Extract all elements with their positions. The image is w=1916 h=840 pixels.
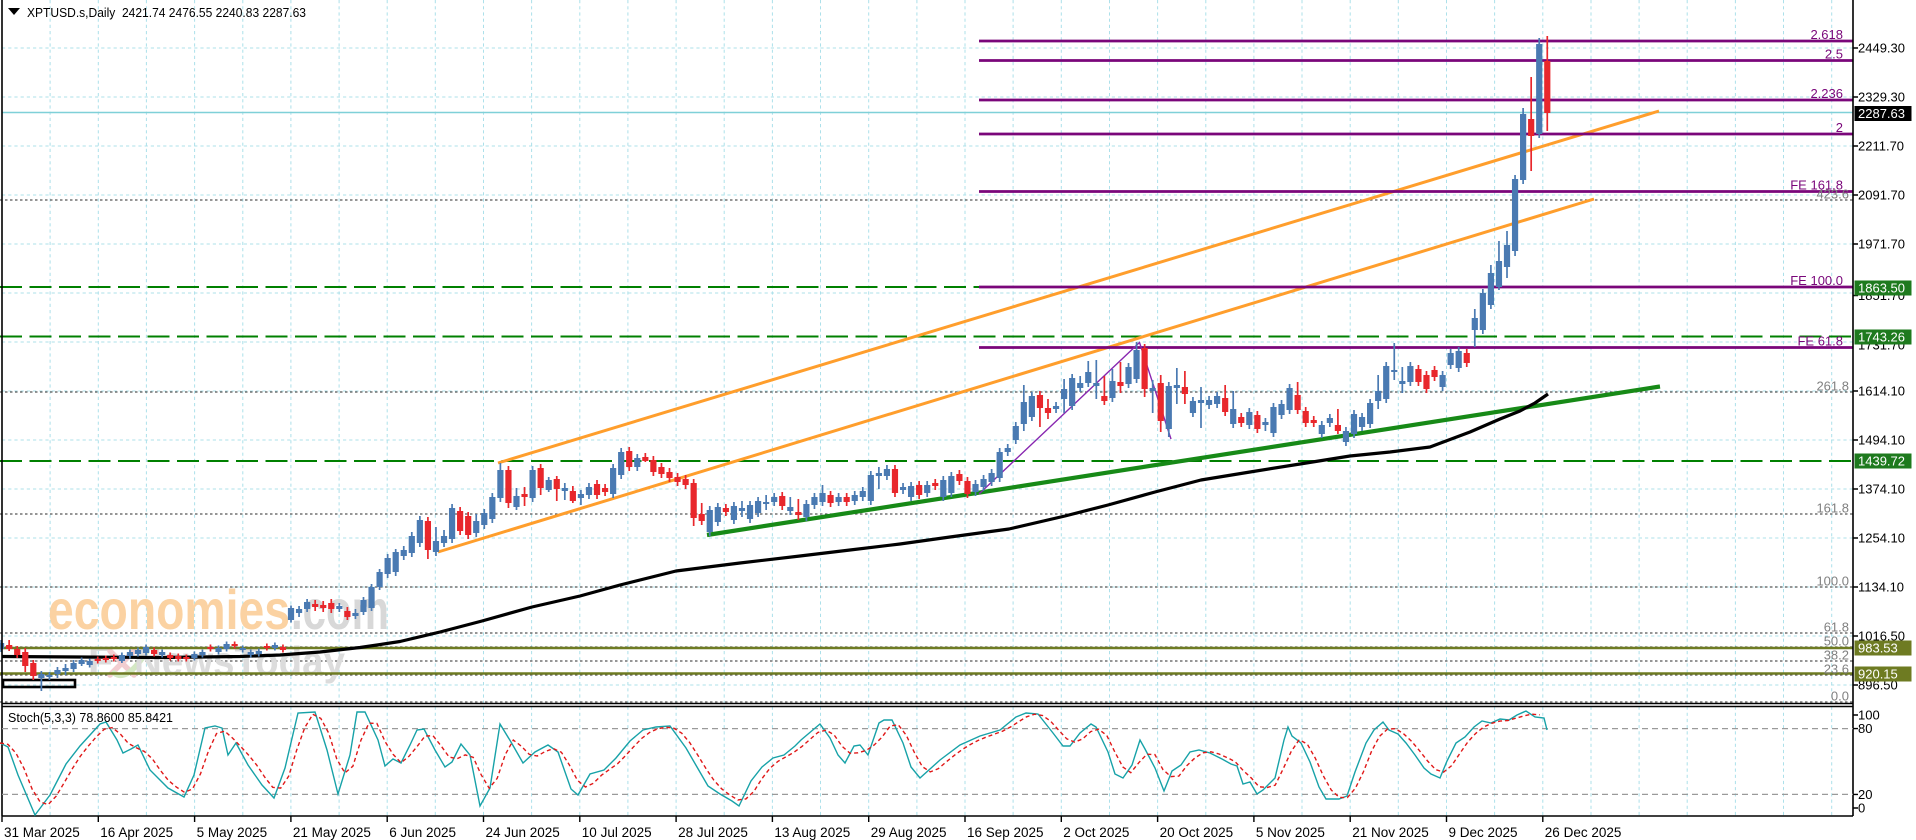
svg-text:23.6: 23.6 (1824, 662, 1849, 677)
svg-text:1016.50: 1016.50 (1858, 629, 1905, 644)
svg-text:28 Jul 2025: 28 Jul 2025 (678, 825, 748, 840)
svg-text:NewsToday: NewsToday (134, 638, 345, 684)
svg-text:20 Oct 2025: 20 Oct 2025 (1160, 825, 1234, 840)
svg-text:2.618: 2.618 (1810, 27, 1843, 42)
svg-text:1614.10: 1614.10 (1858, 384, 1905, 399)
svg-text:2.5: 2.5 (1825, 47, 1843, 62)
svg-text:1743.26: 1743.26 (1858, 330, 1905, 345)
svg-text:0.0: 0.0 (1831, 689, 1849, 704)
svg-text:61.8: 61.8 (1824, 620, 1849, 635)
svg-text:13 Aug 2025: 13 Aug 2025 (774, 825, 850, 840)
svg-text:100.0: 100.0 (1816, 574, 1849, 589)
svg-text:161.8: 161.8 (1816, 501, 1849, 516)
svg-text:1374.10: 1374.10 (1858, 482, 1905, 497)
svg-text:economies: economies (48, 578, 290, 641)
svg-text:1494.10: 1494.10 (1858, 433, 1905, 448)
svg-text:5 Nov 2025: 5 Nov 2025 (1256, 825, 1325, 840)
svg-text:261.8: 261.8 (1816, 379, 1849, 394)
svg-text:1254.10: 1254.10 (1858, 531, 1905, 546)
svg-text:9 Dec 2025: 9 Dec 2025 (1449, 825, 1518, 840)
svg-text:31 Mar 2025: 31 Mar 2025 (4, 825, 80, 840)
svg-text:2329.30: 2329.30 (1858, 90, 1905, 105)
svg-text:423.6: 423.6 (1816, 187, 1849, 202)
svg-text:FE 61.8: FE 61.8 (1797, 334, 1843, 349)
svg-text:2 Oct 2025: 2 Oct 2025 (1063, 825, 1129, 840)
svg-text:1863.50: 1863.50 (1858, 281, 1905, 296)
svg-text:1971.70: 1971.70 (1858, 237, 1905, 252)
svg-text:983.53: 983.53 (1858, 641, 1898, 656)
svg-text:29 Aug 2025: 29 Aug 2025 (871, 825, 947, 840)
svg-text:2: 2 (1836, 120, 1843, 135)
svg-text:2211.70: 2211.70 (1858, 139, 1904, 154)
svg-text:21 May 2025: 21 May 2025 (293, 825, 371, 840)
svg-text:50.0: 50.0 (1824, 634, 1849, 649)
svg-text:80: 80 (1858, 721, 1872, 736)
svg-text:FE 161.8: FE 161.8 (1790, 178, 1843, 193)
svg-text:26 Dec 2025: 26 Dec 2025 (1545, 825, 1622, 840)
svg-text:XPTUSD.s,Daily 2421.74 2476.5: XPTUSD.s,Daily 2421.74 2476.55 2240.83 2… (27, 5, 306, 20)
svg-text:5 May 2025: 5 May 2025 (197, 825, 268, 840)
svg-text:2287.63: 2287.63 (1858, 106, 1905, 121)
svg-text:2.236: 2.236 (1810, 86, 1843, 101)
svg-text:16 Sep 2025: 16 Sep 2025 (967, 825, 1044, 840)
svg-text:38.2: 38.2 (1824, 648, 1849, 663)
svg-text:FE 100.0: FE 100.0 (1790, 273, 1843, 288)
svg-text:1439.72: 1439.72 (1858, 454, 1905, 469)
svg-text:0: 0 (1858, 801, 1865, 816)
svg-text:100: 100 (1858, 708, 1880, 723)
svg-text:10 Jul 2025: 10 Jul 2025 (582, 825, 652, 840)
svg-text:2449.30: 2449.30 (1858, 41, 1905, 56)
svg-text:24 Jun 2025: 24 Jun 2025 (486, 825, 560, 840)
svg-text:1134.10: 1134.10 (1858, 580, 1904, 595)
svg-text:920.15: 920.15 (1858, 667, 1898, 682)
svg-text:Stoch(5,3,3) 78.8600 85.8421: Stoch(5,3,3) 78.8600 85.8421 (8, 710, 173, 725)
svg-text:20: 20 (1858, 787, 1872, 802)
svg-text:6 Jun 2025: 6 Jun 2025 (389, 825, 456, 840)
svg-text:16 Apr 2025: 16 Apr 2025 (100, 825, 173, 840)
svg-text:2091.70: 2091.70 (1858, 188, 1905, 203)
svg-text:21 Nov 2025: 21 Nov 2025 (1352, 825, 1429, 840)
